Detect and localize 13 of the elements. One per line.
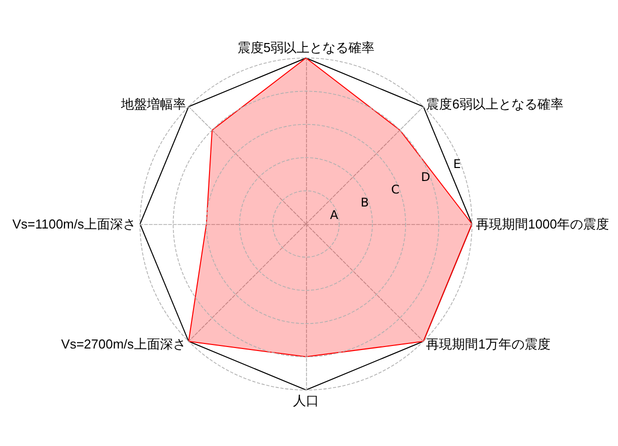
y-tick-label: C	[391, 182, 400, 197]
spoke-label: 人口	[293, 393, 319, 408]
spoke-label: 震度5弱以上となる確率	[237, 40, 375, 55]
spoke-label: Vs=2700m/s上面深さ	[61, 336, 186, 352]
spoke-label: 再現期間1万年の震度	[426, 336, 550, 352]
y-tick-label: A	[330, 208, 339, 222]
y-tick-label: B	[360, 195, 369, 210]
spoke-label: 震度6弱以上となる確率	[426, 96, 564, 112]
spoke-label: 地盤増幅率	[120, 96, 186, 112]
spoke-label: 再現期間1000年の震度	[476, 216, 609, 232]
y-tick-label: E	[453, 157, 461, 172]
spoke-label: Vs=1100m/s上面深さ	[12, 216, 136, 232]
y-tick-label: D	[420, 170, 430, 184]
